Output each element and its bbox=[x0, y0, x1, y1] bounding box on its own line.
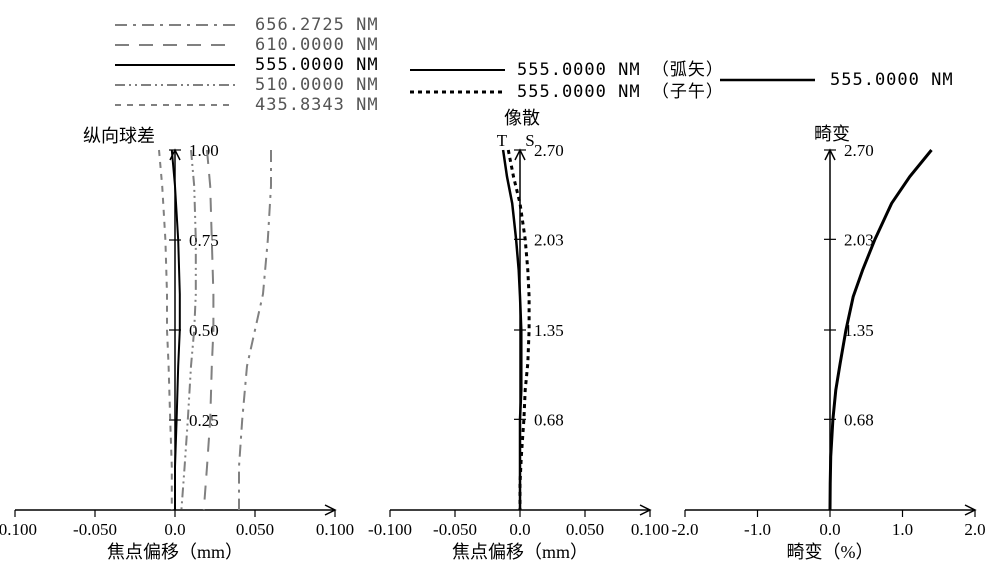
legend-label: 435.8343 NM bbox=[255, 95, 379, 115]
legend-distortion: 555.0000 NM bbox=[720, 70, 954, 90]
x-tick-label: 0.100 bbox=[316, 520, 354, 539]
x-tick-label: -0.050 bbox=[73, 520, 117, 539]
legend-label: 510.0000 NM bbox=[255, 75, 379, 95]
legend-wavelengths: 656.2725 NM610.0000 NM555.0000 NM510.000… bbox=[115, 15, 379, 115]
s-label: S bbox=[525, 131, 534, 150]
x-tick-label: -2.0 bbox=[672, 520, 699, 539]
x-tick-label: -1.0 bbox=[744, 520, 771, 539]
x-tick-label: 0.050 bbox=[566, 520, 604, 539]
panel-title: 畸变 bbox=[814, 124, 850, 144]
legend-label: 555.0000 NM （子午） bbox=[517, 82, 724, 102]
legend-label: 610.0000 NM bbox=[255, 35, 379, 55]
y-tick-label: 2.03 bbox=[844, 230, 874, 249]
x-tick-label: 0.050 bbox=[236, 520, 274, 539]
legend-label: 555.0000 NM bbox=[830, 70, 954, 90]
x-tick-label: -0.050 bbox=[433, 520, 477, 539]
y-tick-label: 0.68 bbox=[844, 410, 874, 429]
x-tick-label: -0.100 bbox=[368, 520, 412, 539]
y-tick-label: 0.75 bbox=[189, 231, 219, 250]
x-tick-label: 0.0 bbox=[509, 520, 530, 539]
y-tick-label: 0.68 bbox=[534, 410, 564, 429]
y-tick-label: 1.00 bbox=[189, 141, 219, 160]
x-tick-label: 0.100 bbox=[631, 520, 669, 539]
y-tick-label: 0.25 bbox=[189, 411, 219, 430]
aberration-figure: 656.2725 NM610.0000 NM555.0000 NM510.000… bbox=[0, 0, 1000, 580]
panel-title: 像散 bbox=[504, 108, 540, 128]
t-label: T bbox=[497, 131, 508, 150]
series-curve bbox=[239, 150, 271, 510]
panel-title: 纵向球差 bbox=[83, 126, 155, 146]
panel-spherical: -0.100 -0.050 0.0 0.050 0.100 焦点偏移（mm） 1.00 0.7… bbox=[0, 126, 354, 562]
x-tick-label: -0.100 bbox=[0, 520, 37, 539]
x-tick-label: 1.0 bbox=[892, 520, 913, 539]
legend-label: 555.0000 NM bbox=[255, 55, 379, 75]
y-tick-label: 1.35 bbox=[534, 321, 564, 340]
y-tick-label: 2.70 bbox=[534, 141, 564, 160]
x-tick-label: 2.0 bbox=[964, 520, 985, 539]
panel-distortion: -2.0-1.00.01.02.0畸变（%）2.702.031.350.68畸变 bbox=[672, 124, 986, 562]
x-tick-label: 0.0 bbox=[819, 520, 840, 539]
series-curve bbox=[830, 150, 932, 510]
legend-label: 656.2725 NM bbox=[255, 15, 379, 35]
y-tick-label: 2.03 bbox=[534, 230, 564, 249]
legend-astigmatism: 555.0000 NM （弧矢）555.0000 NM （子午） bbox=[410, 60, 724, 102]
x-axis-label: 畸变（%） bbox=[787, 542, 874, 562]
x-axis-label: 焦点偏移（mm） bbox=[107, 542, 243, 562]
legend-label: 555.0000 NM （弧矢） bbox=[517, 60, 724, 80]
x-axis-label: 焦点偏移（mm） bbox=[452, 542, 588, 562]
x-tick-label: 0.0 bbox=[164, 520, 185, 539]
panel-astigmatism: -0.100 -0.050 0.0 0.050 0.100 焦点偏移（mm） 2.70 2.0… bbox=[368, 108, 669, 562]
